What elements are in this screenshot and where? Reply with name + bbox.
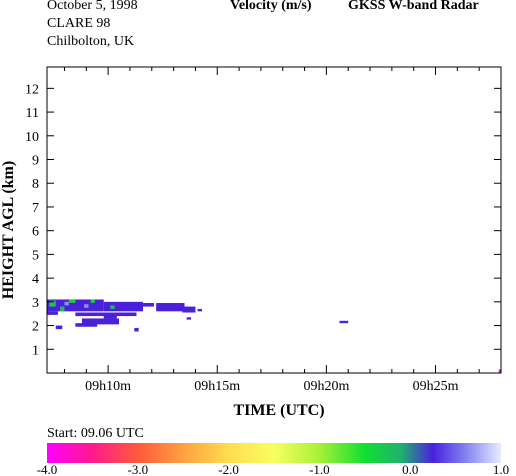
y-tick-label: 1 xyxy=(32,343,39,358)
campaign-label: CLARE 98 xyxy=(47,16,111,31)
velocity-cell xyxy=(64,301,69,306)
velocity-cell xyxy=(134,327,139,332)
velocity-cell xyxy=(90,299,96,304)
colorbar-tick-label: -4.0 xyxy=(37,462,58,476)
colorbar-tick-label: -1.0 xyxy=(309,462,330,476)
x-axis-label: TIME (UTC) xyxy=(233,402,324,419)
data-cells xyxy=(47,299,501,373)
y-tick-label: 6 xyxy=(32,225,39,240)
colorbar-tick-label: -3.0 xyxy=(128,462,149,476)
plot-frame xyxy=(46,66,502,374)
date-label: October 5, 1998 xyxy=(47,0,138,13)
y-tick-label: 12 xyxy=(25,82,39,97)
velocity-cell xyxy=(103,301,144,312)
y-tick-label: 10 xyxy=(25,130,39,145)
x-tick-label: 09h10m xyxy=(85,379,131,394)
velocity-cell xyxy=(186,317,192,320)
velocity-cell xyxy=(75,323,98,327)
y-tick-label: 8 xyxy=(32,177,39,192)
y-tick-label: 7 xyxy=(32,201,39,216)
velocity-cell xyxy=(197,308,202,312)
velocity-cell xyxy=(103,314,117,319)
instrument-label: GKSS W-band Radar xyxy=(348,0,479,13)
y-axis-label: HEIGHT AGL (km) xyxy=(0,161,17,299)
velocity-cell xyxy=(84,304,89,308)
velocity-cell xyxy=(75,312,137,317)
velocity-cell xyxy=(47,311,58,315)
velocity-cell xyxy=(60,306,65,312)
y-tick-label: 5 xyxy=(32,248,39,263)
location-label: Chilbolton, UK xyxy=(47,34,135,49)
velocity-cell xyxy=(156,303,185,312)
velocity-cell xyxy=(498,369,501,373)
y-tick-label: 3 xyxy=(32,296,39,311)
colorbar-tick-label: 0.0 xyxy=(402,462,418,476)
velocity-cell xyxy=(143,303,154,307)
colorbar xyxy=(47,443,501,463)
y-tick-label: 9 xyxy=(32,154,39,169)
x-tick-label: 09h25m xyxy=(413,379,459,394)
velocity-cell xyxy=(55,325,63,330)
quantity-label: Velocity (m/s) xyxy=(230,0,312,13)
colorbar-tick-label: 1.0 xyxy=(493,462,509,476)
colorbar-tick-label: -2.0 xyxy=(218,462,239,476)
velocity-cell xyxy=(110,305,115,309)
velocity-cell xyxy=(47,299,104,312)
start-time-label: Start: 09.06 UTC xyxy=(47,426,144,441)
y-tick-label: 4 xyxy=(32,272,39,287)
x-tick-label: 09h15m xyxy=(194,379,240,394)
x-tick-label: 09h20m xyxy=(303,379,349,394)
y-tick-label: 11 xyxy=(26,106,39,121)
velocity-cell xyxy=(339,320,349,324)
velocity-cell xyxy=(68,299,76,304)
y-tick-label: 2 xyxy=(32,320,39,335)
velocity-cell xyxy=(182,306,196,313)
velocity-cell xyxy=(81,318,120,325)
velocity-cell xyxy=(49,300,56,307)
